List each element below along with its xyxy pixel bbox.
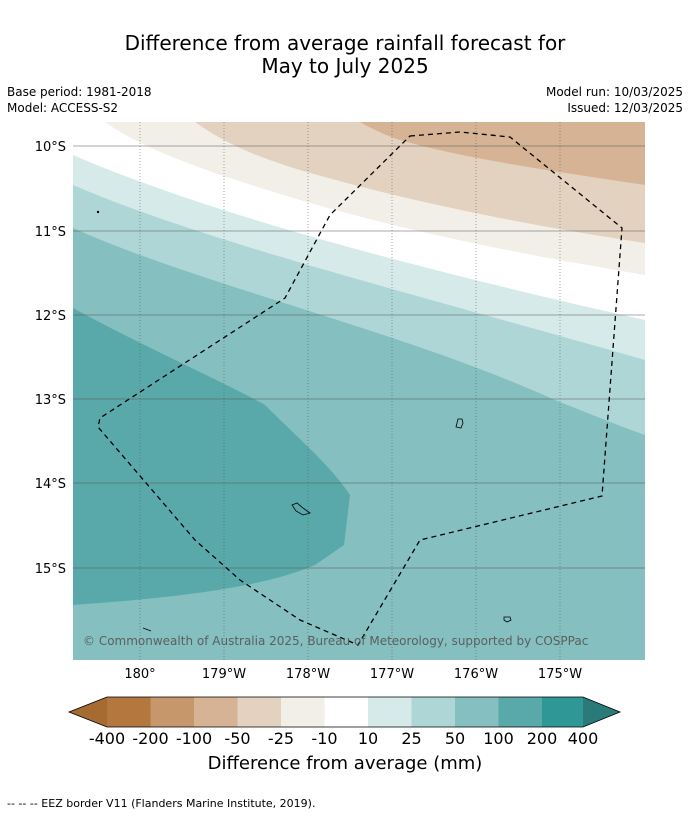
colorbar-seg-10	[542, 697, 583, 727]
islands	[96, 210, 512, 632]
colorbar-title: Difference from average (mm)	[207, 753, 483, 774]
lon-label-176w: 176°W	[454, 667, 498, 682]
colorbar-seg-4	[281, 697, 325, 727]
island-dot	[96, 210, 100, 214]
colorbar-label-10: 200	[526, 729, 558, 748]
copyright-text: © Commonwealth of Australia 2025, Bureau…	[83, 634, 588, 648]
lat-label-14s: 14°S	[35, 477, 66, 492]
lat-label-15s: 15°S	[35, 562, 66, 577]
colorbar-extend-low	[69, 697, 107, 727]
colorbar-label-3: -50	[224, 729, 251, 748]
colorbar-outline	[67, 696, 622, 728]
colorbar-label-1: -200	[132, 729, 169, 748]
model-run: Model run: 10/03/2025	[545, 85, 683, 99]
eez-border	[97, 131, 623, 646]
base-period: Base period: 1981-2018	[7, 85, 152, 99]
colorbar-seg-5	[324, 697, 368, 727]
meta-left: Base period: 1981-2018 Model: ACCESS-S2	[7, 84, 152, 116]
colorbar-label-11: 400	[567, 729, 599, 748]
lat-label-12s: 12°S	[35, 309, 66, 324]
colorbar-seg-3	[237, 697, 281, 727]
colorbar-seg-9	[498, 697, 542, 727]
colorbar-seg-6	[368, 697, 412, 727]
colorbar-seg-2	[194, 697, 238, 727]
lat-labels: 10°S 11°S 12°S 13°S 14°S 15°S	[35, 140, 66, 577]
map-title-line-2: May to July 2025	[261, 54, 429, 78]
colorbar-seg-0	[107, 697, 151, 727]
colorbar-extend-high	[583, 697, 620, 727]
rainfall-contours: © Commonwealth of Australia 2025, Bureau…	[73, 122, 645, 660]
island-small-east	[503, 616, 512, 623]
colorbar-label-7: 25	[401, 729, 422, 748]
lat-label-13s: 13°S	[35, 393, 66, 408]
issued-date: Issued: 12/03/2025	[567, 101, 683, 115]
colorbar-label-5: -10	[311, 729, 338, 748]
model-name: Model: ACCESS-S2	[7, 101, 119, 115]
colorbar-seg-1	[150, 697, 194, 727]
colorbar-label-9: 100	[483, 729, 514, 748]
lon-label-180: 180°	[124, 667, 155, 682]
lon-label-177w: 177°W	[370, 667, 414, 682]
island-small-west	[142, 627, 152, 632]
band-plus-100	[73, 308, 350, 605]
lat-label-10s: 10°S	[35, 140, 66, 155]
colorbar-label-4: -25	[267, 729, 295, 748]
meta-right: Model run: 10/03/2025 Issued: 12/03/2025	[546, 84, 683, 116]
colorbar-label-8: 50	[444, 729, 466, 748]
colorbar-seg-7	[411, 697, 455, 727]
gridlines	[73, 122, 645, 660]
colorbar-label-2: -100	[175, 729, 213, 748]
colorbar-label-0: -400	[88, 729, 126, 748]
eez-footnote: -- -- -- EEZ border V11 (Flanders Marine…	[7, 797, 316, 810]
colorbar-label-6: 10	[357, 729, 379, 748]
colorbar	[67, 696, 622, 728]
map-title-line-1: Difference from average rainfall forecas…	[124, 31, 566, 55]
lon-label-178w: 178°W	[286, 667, 330, 682]
lon-label-179w: 179°W	[202, 667, 246, 682]
band-minus-100	[360, 122, 645, 185]
island-futuna	[291, 502, 311, 516]
lon-labels: 180° 179°W 178°W 177°W 176°W 175°W	[124, 667, 582, 682]
colorbar-seg-8	[455, 697, 499, 727]
lat-label-11s: 11°S	[35, 225, 66, 240]
island-wallis	[455, 418, 464, 429]
lon-label-175w: 175°W	[538, 667, 582, 682]
